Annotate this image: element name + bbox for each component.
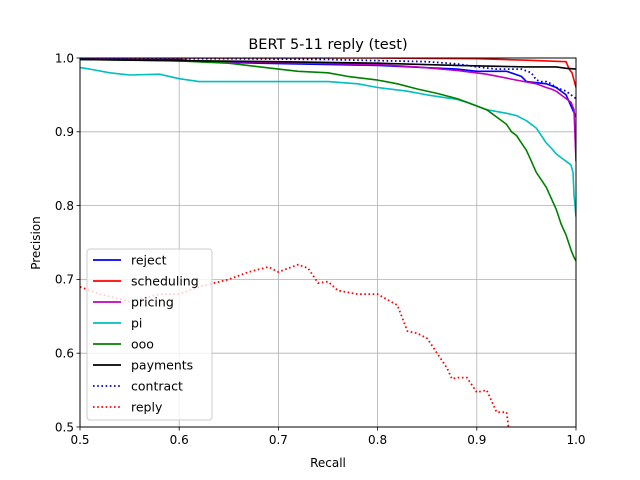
legend-label-scheduling: scheduling — [131, 274, 199, 289]
y-tick-label: 1.0 — [55, 51, 74, 65]
series-line-reply — [80, 263, 510, 427]
y-tick-label: 0.7 — [55, 273, 74, 287]
x-tick-label: 0.5 — [70, 433, 89, 447]
plot-frame — [79, 57, 577, 428]
series-line-pricing — [80, 58, 576, 162]
y-axis-ticks: 0.5 0.6 0.7 0.8 0.9 1.0 — [55, 51, 80, 434]
legend-label-ooo: ooo — [131, 337, 154, 352]
chart-title: BERT 5-11 reply (test) — [248, 37, 407, 53]
x-tick-label: 0.8 — [368, 433, 387, 447]
x-tick-label: 0.6 — [170, 433, 189, 447]
legend-label-pricing: pricing — [131, 295, 174, 310]
x-tick-label: 1.0 — [566, 433, 585, 447]
x-tick-label: 0.9 — [467, 433, 486, 447]
legend-label-reject: reject — [131, 253, 167, 268]
y-tick-label: 0.8 — [55, 199, 74, 213]
legend: reject scheduling pricing pi ooo payments cont… — [86, 248, 213, 421]
series-layer — [80, 58, 576, 427]
legend-label-payments: payments — [131, 358, 193, 373]
y-tick-label: 0.9 — [55, 125, 74, 139]
series-line-payments — [80, 58, 576, 70]
x-axis-label: Recall — [310, 456, 346, 470]
legend-label-contract: contract — [131, 379, 183, 394]
series-line-ooo — [80, 58, 576, 262]
x-tick-label: 0.7 — [269, 433, 288, 447]
y-tick-label: 0.5 — [55, 420, 74, 434]
y-axis-label: Precision — [29, 216, 43, 270]
legend-box — [86, 248, 213, 421]
legend-label-pi: pi — [131, 316, 142, 331]
x-axis-ticks: 0.5 0.6 0.7 0.8 0.9 1.0 — [70, 427, 586, 447]
legend-label-reply: reply — [131, 400, 163, 415]
y-tick-label: 0.6 — [55, 347, 74, 361]
series-line-contract — [80, 58, 576, 100]
